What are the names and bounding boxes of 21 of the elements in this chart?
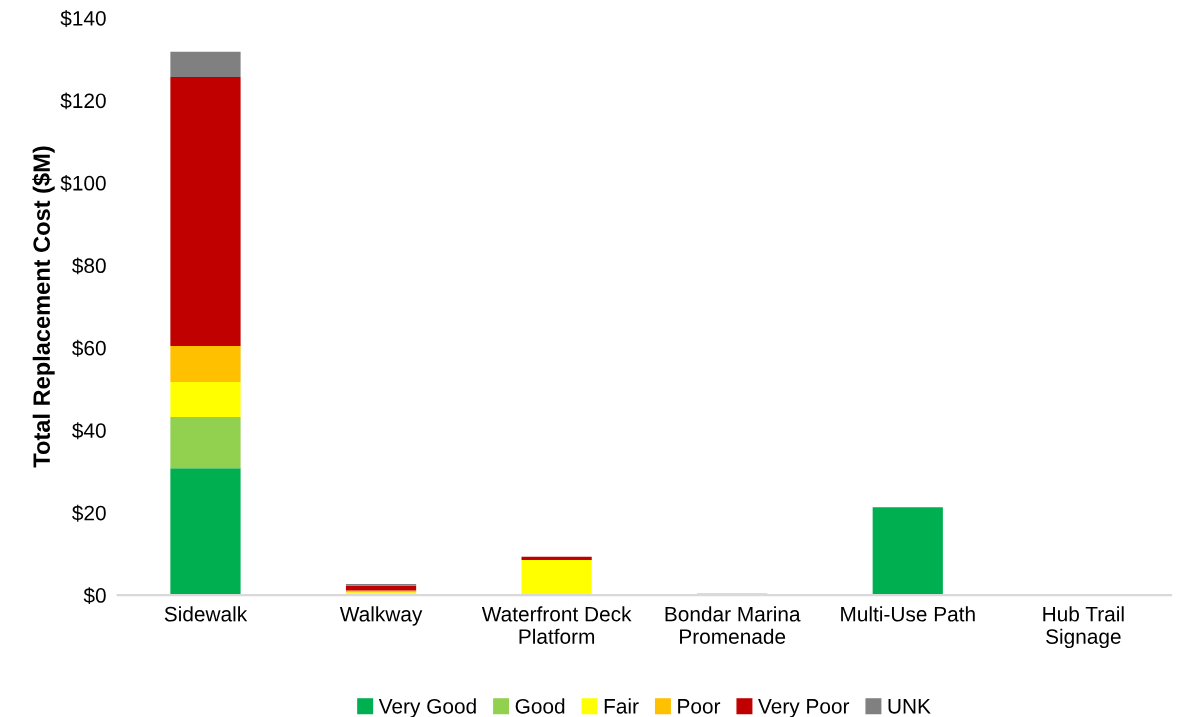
x-tick-label: Hub Trail Signage xyxy=(1043,606,1124,649)
y-tick-label: $100 xyxy=(60,174,106,192)
y-tick-label: $20 xyxy=(72,504,106,522)
legend-label: Poor xyxy=(678,699,721,714)
legend-label: Fair xyxy=(604,698,639,714)
y-tick-label: $80 xyxy=(72,257,106,275)
y-tick-label: $120 xyxy=(60,92,106,110)
y-tick-label: $40 xyxy=(72,422,106,440)
y-tick-label: $0 xyxy=(83,587,106,605)
x-tick-label: Multi-Use Path xyxy=(841,606,975,622)
x-tick-label: Waterfront Deck Platform xyxy=(481,606,632,644)
x-tick-label: Sidewalk xyxy=(164,606,248,622)
legend-label: UNK xyxy=(888,699,931,714)
legend-label: Very Good xyxy=(378,698,476,717)
legend-label: Very Poor xyxy=(758,699,850,717)
y-axis-title: Total Replacement Cost ($M) xyxy=(32,146,55,468)
x-tick-label: Bondar Marina Promenade xyxy=(665,606,801,644)
x-tick-label: Walkway xyxy=(339,606,423,626)
y-tick-label: $60 xyxy=(72,339,106,357)
y-tick-label: $140 xyxy=(60,10,106,27)
legend-label: Good xyxy=(515,698,565,714)
